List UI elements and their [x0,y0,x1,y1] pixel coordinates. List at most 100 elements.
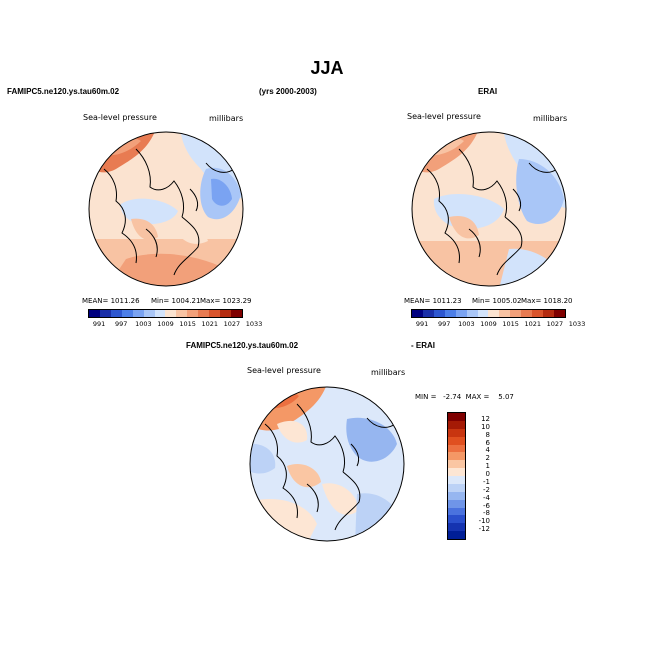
colorbar-swatch [448,531,465,539]
colorbar-tick-label: 1027 [223,320,241,328]
colorbar-tick-label: 1033 [245,320,263,328]
colorbar-swatch [448,436,465,445]
colorbar-tick-label: -8 [483,509,490,518]
colorbar-swatch [444,310,456,317]
colorbar-swatch [499,310,511,317]
obs-header: ERAI [478,87,498,96]
colorbar-swatch [448,420,465,429]
years-header: (yrs 2000-2003) [259,87,317,96]
diff-units-label: millibars [371,368,406,377]
colorbar-tick-label: 991 [415,320,429,328]
colorbar-tick-label: 10 [481,422,490,431]
obs-polar-map [411,131,567,287]
colorbar-tick-label: 1015 [179,320,196,328]
colorbar-tick-label: 2 [485,454,490,463]
colorbar-swatch [110,310,122,317]
colorbar-swatch [448,476,465,484]
colorbar-tick-label: 8 [485,430,490,439]
colorbar-swatch [448,452,465,461]
colorbar-tick-label: 997 [437,320,451,328]
obs-min: Min= 1005.02 [472,297,522,305]
colorbar-swatch [165,310,177,317]
colorbar-tick-label: 1021 [201,320,219,328]
colorbar-swatch [121,310,133,317]
model-polar-map [88,131,244,287]
obs-variable-label: Sea-level pressure [407,112,481,121]
colorbar-swatch [154,310,166,317]
colorbar-swatch [99,310,111,317]
colorbar-swatch [448,483,465,492]
colorbar-tick-label: 1033 [568,320,586,328]
colorbar-tick-label: 1009 [480,320,497,328]
diff-colorbar [447,412,466,540]
obs-mean: MEAN= 1011.23 [404,297,462,305]
colorbar-tick-label: -6 [483,501,490,510]
colorbar-tick-label: 1027 [546,320,564,328]
colorbar-tick-label: 997 [114,320,128,328]
colorbar-tick-label: -1 [483,477,490,486]
colorbar-swatch [488,310,500,317]
colorbar-swatch [89,310,100,317]
colorbar-swatch [448,413,465,421]
colorbar-tick-label: 4 [485,446,490,455]
colorbar-swatch [510,310,522,317]
colorbar-swatch [448,523,465,532]
model-max: Max= 1023.29 [200,297,252,305]
diff-variable-label: Sea-level pressure [247,366,321,375]
colorbar-tick-label: 1021 [524,320,542,328]
colorbar-swatch [176,310,188,317]
colorbar-tick-label: 1 [485,462,490,471]
obs-colorbar-ticks: 991 997 1003 1009 1015 1021 1027 1033 [411,320,585,330]
diff-polar-map [249,386,405,542]
colorbar-tick-label: -12 [478,525,490,534]
obs-colorbar [411,309,566,318]
colorbar-swatch [448,515,465,524]
model-mean: MEAN= 1011.26 [82,297,140,305]
obs-units-label: millibars [533,114,568,123]
diff-header-left: FAMIPC5.ne120.ys.tau60m.02 [186,341,299,350]
obs-max: Max= 1018.20 [521,297,573,305]
colorbar-swatch [143,310,155,317]
colorbar-tick-label: 6 [485,438,490,447]
colorbar-tick-label: 1015 [502,320,519,328]
model-units-label: millibars [209,114,244,123]
colorbar-tick-label: -2 [483,485,490,494]
model-header: FAMIPC5.ne120.ys.tau60m.02 [7,87,120,96]
model-colorbar-ticks: 991 997 1003 1009 1015 1021 1027 1033 [88,320,262,330]
figure-title: JJA [310,58,344,78]
colorbar-swatch [412,310,423,317]
colorbar-swatch [553,310,565,317]
colorbar-swatch [532,310,544,317]
model-colorbar [88,309,243,318]
colorbar-tick-label: -4 [483,493,490,502]
colorbar-tick-label: 1009 [157,320,174,328]
colorbar-swatch [448,444,465,453]
colorbar-swatch [220,310,231,317]
colorbar-swatch [477,310,489,317]
colorbar-swatch [543,310,554,317]
model-variable-label: Sea-level pressure [83,113,157,122]
colorbar-swatch [466,310,478,317]
colorbar-swatch [448,499,465,508]
colorbar-swatch [448,491,465,500]
colorbar-swatch [521,310,533,317]
colorbar-swatch [448,468,465,476]
colorbar-tick-label: -10 [478,517,490,526]
colorbar-swatch [187,310,199,317]
colorbar-tick-label: 0 [485,470,490,478]
colorbar-swatch [230,310,242,317]
colorbar-swatch [198,310,210,317]
colorbar-tick-label: 991 [92,320,106,328]
colorbar-swatch [448,460,465,469]
colorbar-swatch [132,310,144,317]
diff-minmax: MIN = -2.74 MAX = 5.07 [415,393,514,401]
colorbar-swatch [448,507,465,516]
colorbar-swatch [209,310,221,317]
colorbar-tick-label: 1003 [135,320,152,328]
colorbar-swatch [448,428,465,437]
diff-colorbar-ticks: 12 10 8 6 4 2 1 0 -1 -2 -4 -6 -8 -10 -12 [468,412,494,540]
colorbar-swatch [422,310,434,317]
colorbar-tick-label: 1003 [458,320,475,328]
colorbar-swatch [455,310,467,317]
colorbar-swatch [433,310,445,317]
